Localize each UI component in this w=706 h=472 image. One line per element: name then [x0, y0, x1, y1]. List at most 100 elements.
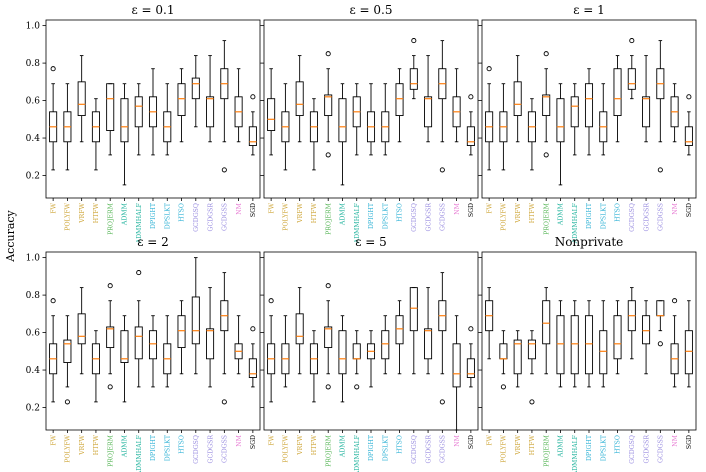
outlier-point: [500, 384, 506, 390]
box-polyfw: [281, 315, 290, 388]
category-label-projerm: PROJERM: [107, 434, 114, 467]
category-label-admm: ADMM: [558, 202, 565, 226]
category-label-vrfw: VRFW: [79, 202, 86, 223]
box-body: [570, 315, 579, 375]
category-label-projerm: PROJERM: [325, 434, 332, 467]
box-body: [395, 83, 404, 117]
category-label-dpight: DPIGHT: [368, 202, 375, 229]
box-dpight: [366, 330, 376, 388]
box-gcdgss: [438, 272, 447, 405]
category-label-fw: FW: [486, 202, 493, 213]
box-body: [177, 315, 186, 349]
box-nm: [452, 315, 461, 431]
category-label-nm: NM: [454, 434, 461, 446]
category-label-admm: ADMM: [122, 434, 129, 458]
box-htfw: [91, 330, 100, 403]
outlier-point: [221, 167, 227, 173]
box-fw: [267, 68, 276, 156]
box-body: [542, 300, 551, 345]
box-body: [466, 358, 475, 378]
outlier-point: [107, 283, 113, 289]
box-body: [556, 98, 565, 143]
box-gcdgsr: [642, 300, 651, 375]
category-label-projerm: PROJERM: [107, 202, 114, 235]
box-projerm: [324, 283, 333, 390]
outlier-point: [686, 94, 692, 100]
category-label-gcdgss: GCDGSS: [222, 203, 229, 231]
outlier-point: [439, 399, 445, 405]
category-label-polyfw: POLYFW: [501, 202, 508, 230]
box-dpslkt: [599, 300, 608, 388]
box-htso: [613, 300, 622, 375]
box-dpight: [148, 68, 158, 156]
box-htso: [177, 300, 186, 375]
outlier-point: [486, 66, 492, 72]
category-label-fw: FW: [486, 434, 493, 445]
category-label-htso: HTSO: [615, 435, 622, 454]
box-sgd: [466, 94, 475, 156]
box-body: [120, 98, 129, 143]
category-label-dpight: DPIGHT: [368, 434, 375, 461]
box-body: [599, 330, 608, 375]
outlier-point: [64, 399, 70, 405]
category-label-polyfw: POLYFW: [501, 434, 508, 462]
box-projerm: [106, 83, 115, 156]
box-htfw: [527, 98, 536, 171]
category-label-nm: NM: [672, 434, 679, 446]
panel-title: ε = 1: [573, 3, 605, 17]
category-label-sgd: SGD: [686, 203, 693, 217]
box-body: [295, 313, 304, 345]
box-body: [627, 68, 636, 90]
box-gcdgsr: [424, 55, 433, 143]
box-polyfw: [63, 83, 72, 171]
category-label-htfw: HTFW: [93, 202, 100, 223]
box-dpslkt: [163, 315, 172, 388]
outlier-point: [543, 51, 549, 57]
category-label-admmhalf: ADMMHALF: [572, 202, 579, 244]
category-label-htfw: HTFW: [311, 202, 318, 223]
box-gcdgsq: [409, 287, 418, 375]
category-label-vrfw: VRFW: [79, 434, 86, 455]
category-label-htfw: HTFW: [529, 202, 536, 223]
outlier-point: [325, 152, 331, 158]
category-label-projerm: PROJERM: [543, 202, 550, 235]
box-dpight: [148, 315, 158, 388]
category-label-htfw: HTFW: [93, 434, 100, 455]
y-tick-label: 0.8: [26, 59, 41, 69]
category-label-vrfw: VRFW: [297, 202, 304, 223]
box-body: [466, 126, 475, 146]
category-label-gcdgsq: GCDGSQ: [411, 203, 418, 232]
box-body: [381, 330, 390, 360]
box-fw: [49, 298, 58, 403]
category-label-dpight: DPIGHT: [150, 202, 157, 229]
box-body: [513, 81, 522, 117]
box-gcdgsr: [424, 287, 433, 375]
category-label-gcdgsq: GCDGSQ: [411, 435, 418, 464]
category-label-gcdgsq: GCDGSQ: [629, 203, 636, 232]
box-fw: [485, 287, 494, 360]
box-dpslkt: [599, 83, 608, 156]
box-projerm: [106, 283, 115, 390]
outlier-point: [250, 94, 256, 100]
box-body: [267, 98, 276, 131]
box-gcdgsr: [642, 55, 651, 143]
box-body: [77, 81, 86, 117]
category-label-admmhalf: ADMMHALF: [136, 434, 143, 472]
category-label-admm: ADMM: [340, 202, 347, 226]
outlier-point: [629, 38, 635, 44]
box-body: [106, 326, 115, 349]
box-body: [324, 326, 333, 349]
category-label-dpslkt: DPSLKT: [164, 434, 171, 461]
box-body: [338, 98, 347, 143]
category-label-dpslkt: DPSLKT: [164, 202, 171, 229]
outlier-point: [543, 152, 549, 158]
category-label-projerm: PROJERM: [543, 434, 550, 467]
category-label-dpslkt: DPSLKT: [600, 202, 607, 229]
box-htso: [177, 68, 186, 143]
box-nm: [670, 83, 679, 143]
category-label-gcdgsq: GCDGSQ: [193, 435, 200, 464]
box-htfw: [309, 330, 318, 403]
outlier-point: [250, 326, 256, 332]
box-gcdgss: [438, 40, 447, 173]
box-body: [134, 326, 143, 360]
